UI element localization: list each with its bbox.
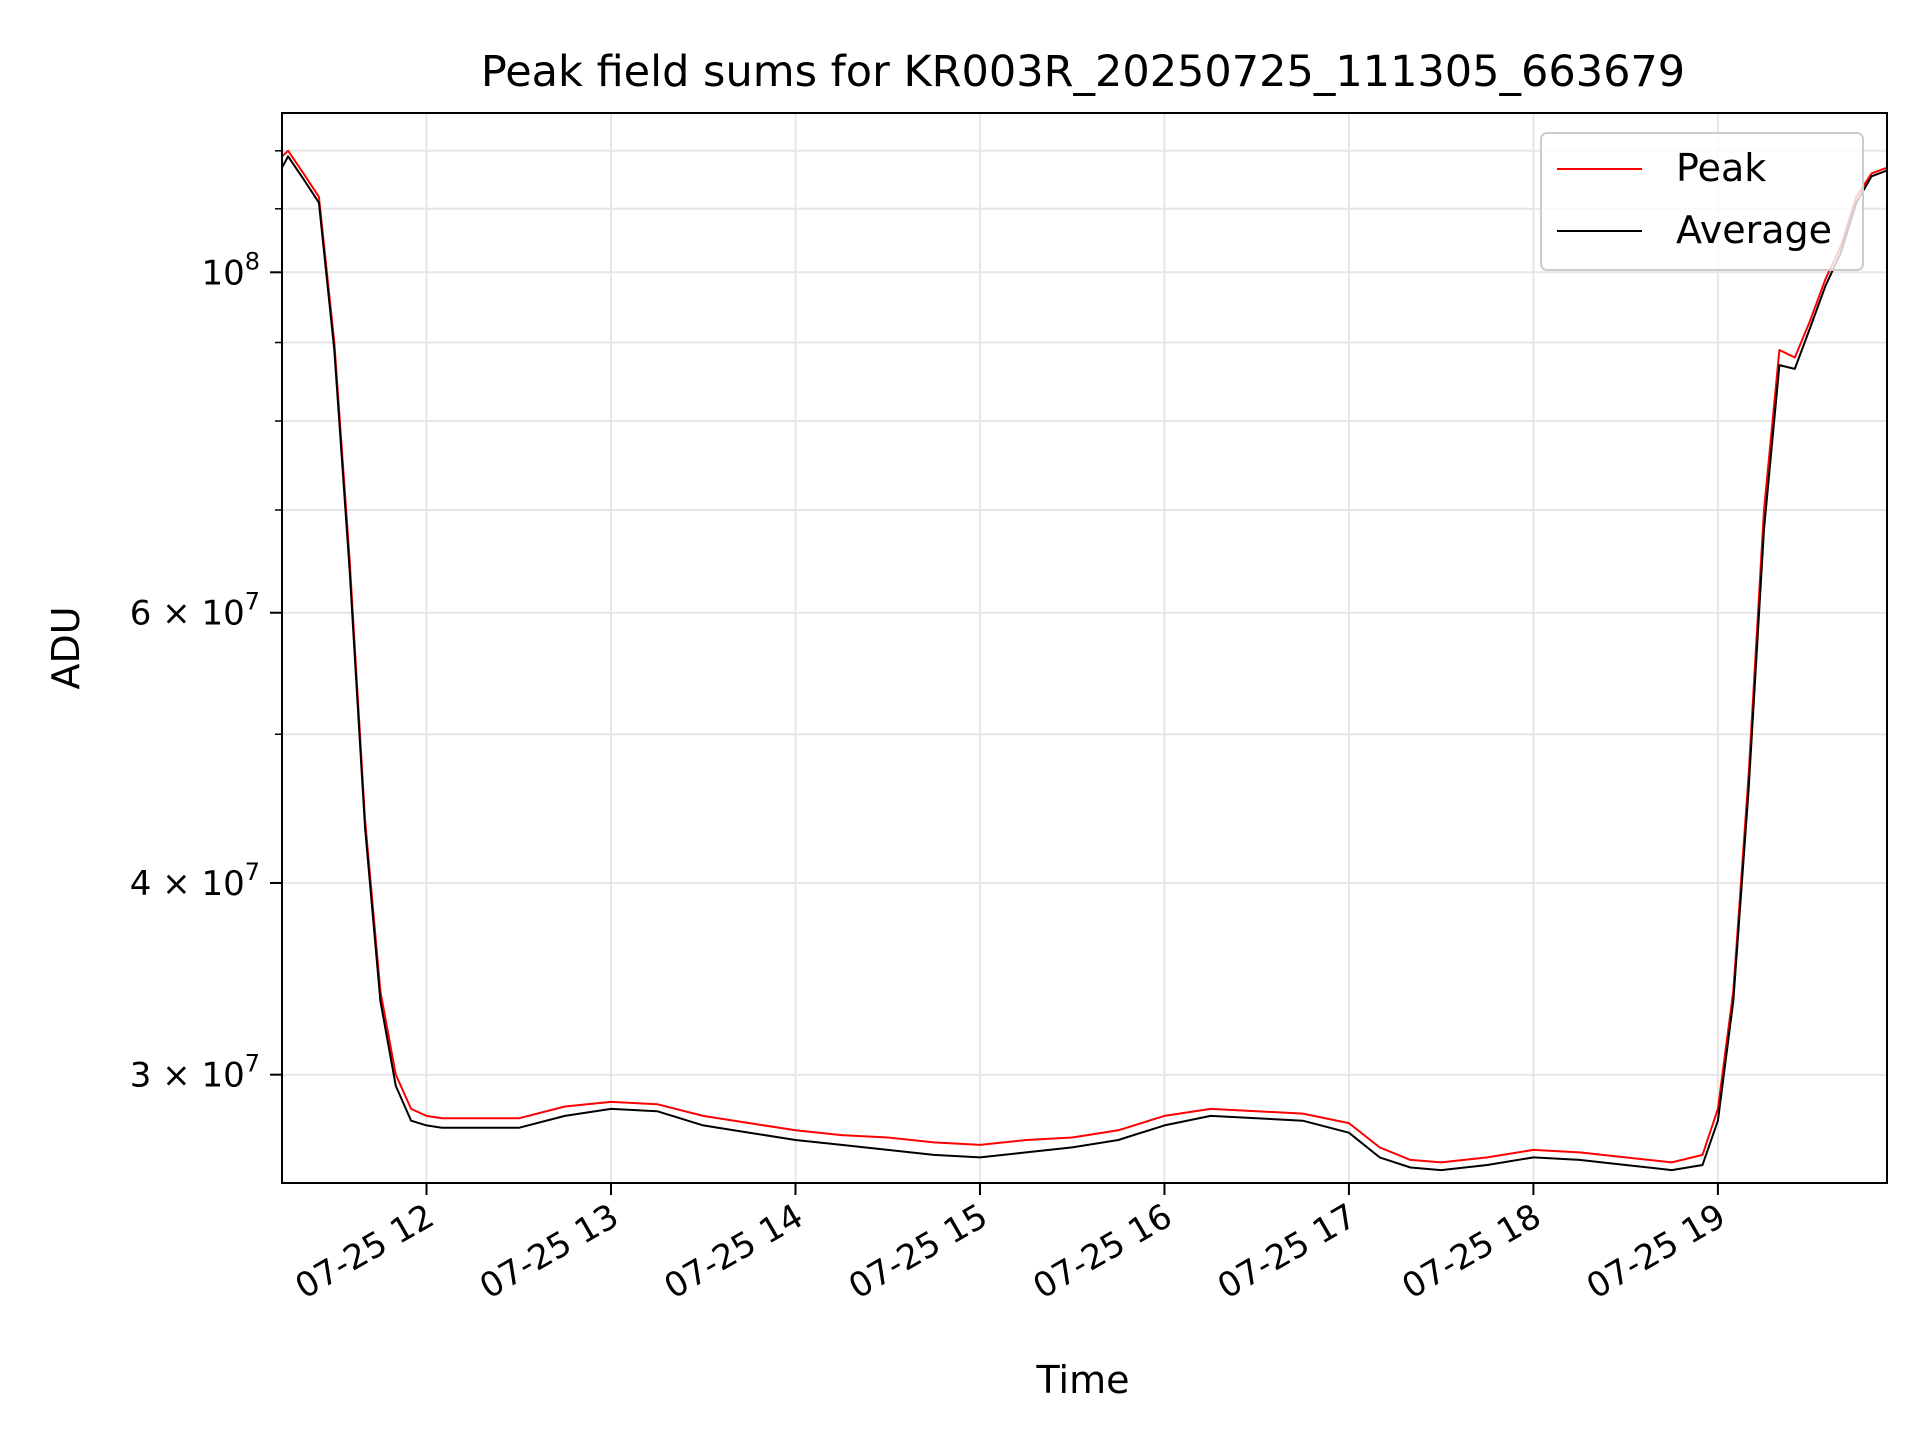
legend-label-peak: Peak [1676,146,1766,190]
y-tick-label: 3 × 107 [130,1050,260,1096]
y-tick-label: 4 × 107 [130,858,260,904]
legend-box [1540,132,1864,271]
series-layer [281,149,1888,1172]
plot-frame [281,112,1888,1184]
chart-title: Peak field sums for KR003R_20250725_1113… [481,47,1685,97]
legend-label-average: Average [1676,208,1832,252]
y-tick-label: 6 × 107 [130,588,260,634]
legend: Peak Average [1540,132,1864,271]
x-axis-label: Time [1036,1358,1130,1402]
y-axis-label: ADU [44,606,88,689]
series-line-average [281,155,1888,1172]
y-tick-label: 108 [201,247,260,293]
grid-layer [282,113,1887,1183]
